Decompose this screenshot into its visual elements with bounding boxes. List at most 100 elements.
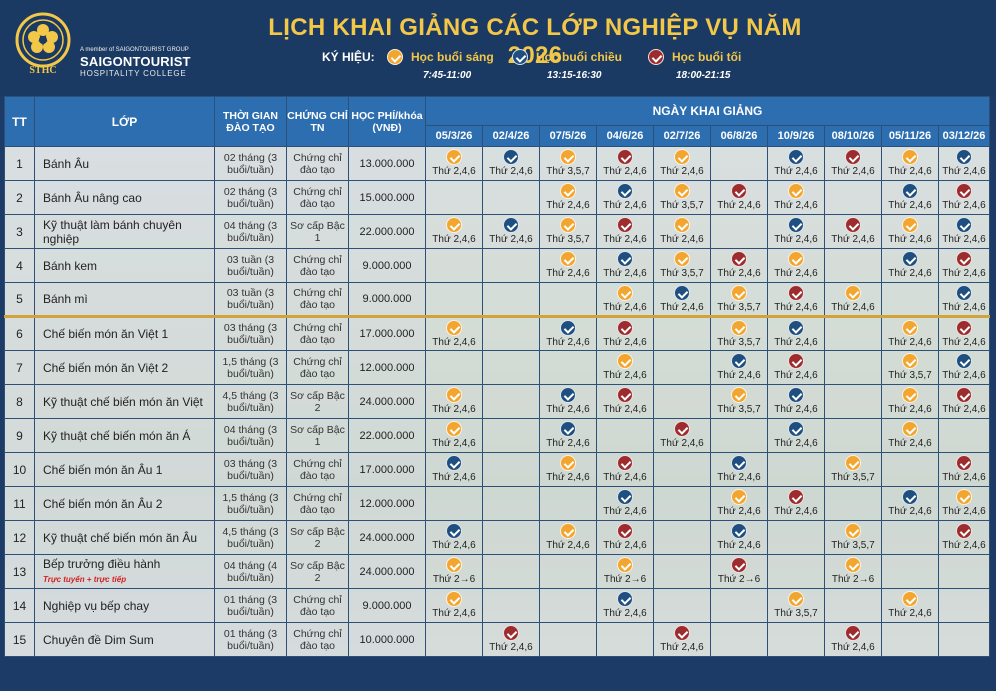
evening-check-icon [617, 149, 633, 165]
session-days: Thứ 2,4,6 [774, 404, 818, 415]
class-name-text: Kỹ thuật chế biến món ăn Á [43, 428, 191, 443]
tuition-fee: 24.000.000 [348, 384, 426, 419]
class-name-text: Chế biến món ăn Âu 1 [43, 462, 163, 477]
certificate: Chứng chỉ đào tạo [286, 282, 349, 317]
row-number: 11 [4, 486, 35, 521]
date-cell: Thứ 2,4,6 [539, 315, 597, 351]
date-cell [881, 520, 939, 555]
date-cell [938, 418, 990, 453]
session-days: Thứ 2,4,6 [888, 200, 932, 211]
date-cell: Thứ 3,5,7 [710, 384, 768, 419]
date-cell: Thứ 2,4,6 [767, 315, 825, 351]
evening-check-icon [503, 625, 519, 641]
class-note: Trực tuyến + trực tiếp [43, 574, 127, 584]
legend-evening-label: Học buổi tối [672, 50, 742, 64]
date-cell: Thứ 3,5,7 [881, 350, 939, 385]
date-cell: Thứ 2,4,6 [539, 452, 597, 487]
session-days: Thứ 2,4,6 [774, 268, 818, 279]
session-days: Thứ 2,4,6 [717, 268, 761, 279]
afternoon-check-icon [617, 183, 633, 199]
session-days: Thứ 3,5,7 [660, 268, 704, 279]
class-name: Chế biến món ăn Việt 2 [34, 350, 215, 385]
class-name: Bánh Âu nâng cao [34, 180, 215, 215]
session-days: Thứ 2,4,6 [603, 268, 647, 279]
morning-check-icon [956, 489, 972, 505]
morning-check-icon [731, 285, 747, 301]
evening-check-icon [788, 489, 804, 505]
session-days: Thứ 2,4,6 [717, 506, 761, 517]
session-days: Thứ 2,4,6 [774, 200, 818, 211]
session-days: Thứ 2,4,6 [888, 608, 932, 619]
date-cell: Thứ 2,4,6 [710, 452, 768, 487]
session-days: Thứ 2,4,6 [489, 642, 533, 653]
date-header: 05/3/26 [425, 125, 483, 147]
date-cell: Thứ 2,4,6 [596, 350, 654, 385]
session-days: Thứ 2,4,6 [831, 302, 875, 313]
date-cell: Thứ 2,4,6 [881, 315, 939, 351]
session-days: Thứ 2,4,6 [774, 370, 818, 381]
date-cell: Thứ 2,4,6 [482, 622, 540, 657]
date-cell: Thứ 2,4,6 [938, 315, 990, 351]
date-cell [425, 622, 483, 657]
evening-check-icon [845, 625, 861, 641]
date-cell: Thứ 2,4,6 [596, 248, 654, 283]
session-days: Thứ 2,4,6 [603, 608, 647, 619]
date-cell [767, 520, 825, 555]
date-cell [938, 588, 990, 623]
session-days: Thứ 2,4,6 [489, 166, 533, 177]
session-days: Thứ 2,4,6 [831, 166, 875, 177]
table-row: 8 Kỹ thuật chế biến món ăn Việt 4,5 tháng … [4, 384, 990, 419]
date-cell: Thứ 2,4,6 [938, 180, 990, 215]
session-days: Thứ 2,4,6 [546, 200, 590, 211]
date-cell: Thứ 2,4,6 [938, 384, 990, 419]
session-days: Thứ 3,5,7 [660, 200, 704, 211]
session-days: Thứ 2,4,6 [942, 506, 986, 517]
row-number: 6 [4, 315, 35, 351]
date-cell [824, 588, 882, 623]
table-row: 2 Bánh Âu nâng cao 02 tháng (3 buổi/tuần) C… [4, 180, 990, 215]
session-days: Thứ 2,4,6 [603, 506, 647, 517]
morning-check-icon [788, 591, 804, 607]
table-row: 6 Chế biến món ăn Việt 1 03 tháng (3 buổi/… [4, 315, 990, 351]
morning-check-icon [902, 421, 918, 437]
evening-check-icon [956, 387, 972, 403]
evening-check-icon [674, 421, 690, 437]
session-days: Thứ 2,4,6 [603, 540, 647, 551]
tuition-fee: 9.000.000 [348, 588, 426, 623]
row-number: 10 [4, 452, 35, 487]
date-cell: Thứ 2,4,6 [596, 588, 654, 623]
session-days: Thứ 2,4,6 [546, 337, 590, 348]
date-cell [710, 622, 768, 657]
session-days: Thứ 2,4,6 [546, 540, 590, 551]
morning-check-icon [617, 285, 633, 301]
date-cell [710, 418, 768, 453]
date-cell: Thứ 2,4,6 [881, 418, 939, 453]
date-cell [881, 452, 939, 487]
class-name: Bánh Âu [34, 146, 215, 181]
date-cell [482, 315, 540, 351]
header-opening-dates: NGÀY KHAI GIẢNG [425, 96, 990, 126]
date-cell [767, 622, 825, 657]
session-days: Thứ 2,4,6 [432, 472, 476, 483]
date-cell: Thứ 2,4,6 [881, 248, 939, 283]
date-cell: Thứ 2,4,6 [425, 146, 483, 181]
legend-morning: Học buổi sáng [387, 49, 494, 70]
schedule-body: 1 Bánh Âu 02 tháng (3 buổi/tuần) Chứng chỉ … [4, 146, 990, 657]
afternoon-check-icon [560, 387, 576, 403]
date-cell: Thứ 2,4,6 [539, 248, 597, 283]
tuition-fee: 17.000.000 [348, 315, 426, 351]
date-cell: Thứ 2,4,6 [767, 248, 825, 283]
tuition-fee: 24.000.000 [348, 520, 426, 555]
table-row: 12 Kỹ thuật chế biến món ăn Âu 4,5 tháng (… [4, 520, 990, 555]
evening-check-icon [956, 523, 972, 539]
date-cell [425, 350, 483, 385]
date-cell: Thứ 2,4,6 [539, 384, 597, 419]
date-cell: Thứ 2,4,6 [881, 384, 939, 419]
date-cell [824, 180, 882, 215]
date-cell [767, 554, 825, 589]
session-days: Thứ 2,4,6 [717, 472, 761, 483]
class-name: Kỹ thuật chế biến món ăn Á [34, 418, 215, 453]
afternoon-check-icon [902, 183, 918, 199]
date-cell: Thứ 2,4,6 [767, 384, 825, 419]
morning-check-icon [387, 49, 403, 65]
